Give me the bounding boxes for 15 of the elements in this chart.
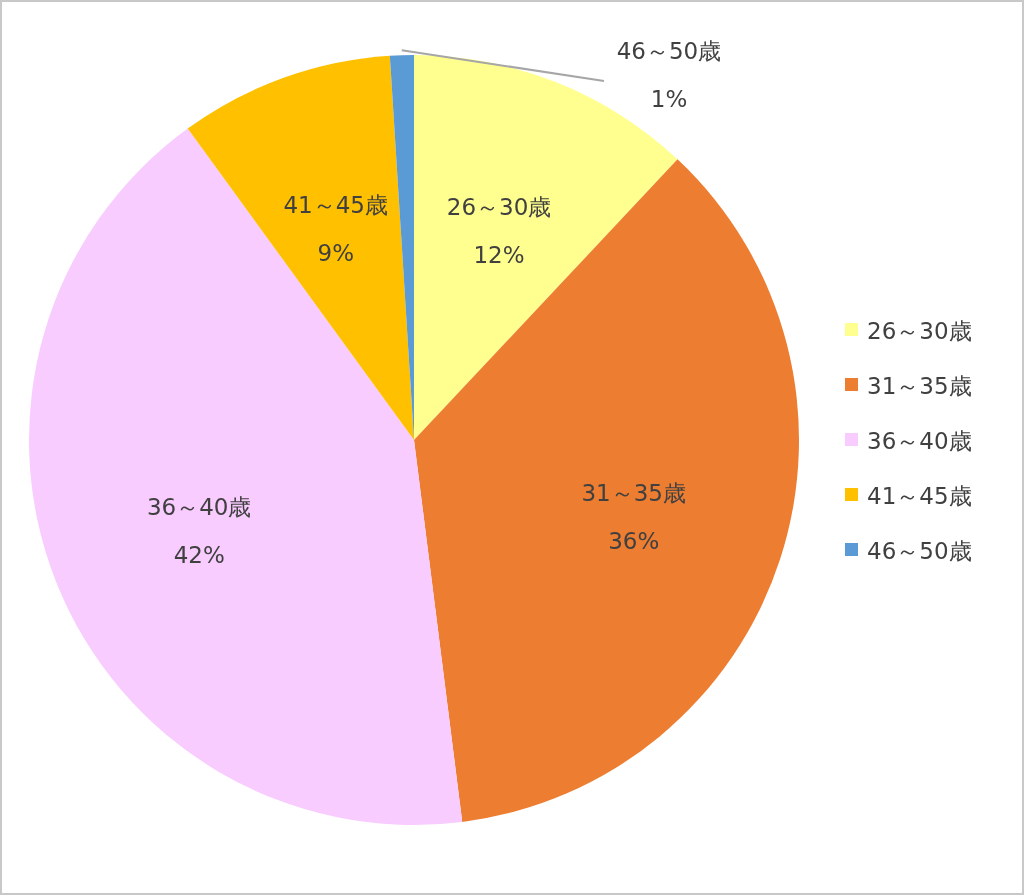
legend-label: 46～50歳 [867, 538, 972, 564]
data-label: 36% [608, 528, 660, 555]
data-label: 12% [473, 242, 525, 269]
slice-label: 36～40歳 [146, 494, 252, 521]
data-label: 9% [317, 239, 354, 266]
slice-label: 41～45歳 [283, 191, 389, 218]
slice-label: 31～35歳 [581, 480, 686, 507]
legend-label: 26～30歳 [867, 318, 972, 344]
data-label: 1% [650, 86, 688, 112]
legend-label: 31～35歳 [867, 373, 972, 399]
data-label: 42% [173, 542, 225, 569]
slice-label: 46～50歳 [616, 38, 722, 64]
slice-label: 26～30歳 [446, 194, 552, 221]
legend-label: 36～40歳 [867, 428, 972, 454]
legend-label: 41～45歳 [867, 483, 972, 509]
